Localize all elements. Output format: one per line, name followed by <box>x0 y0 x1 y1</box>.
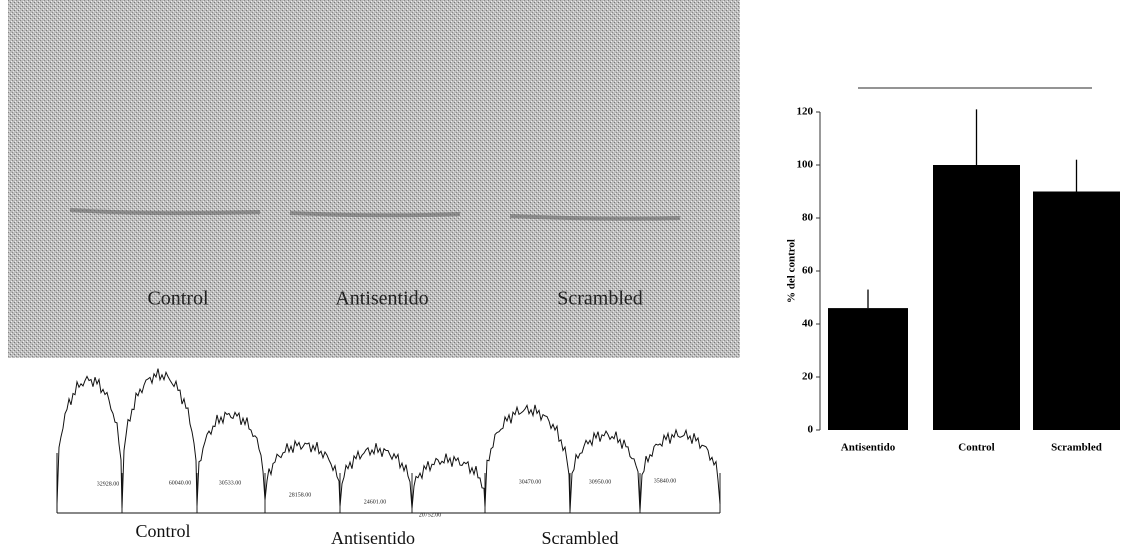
peak-value: 30470.00 <box>519 479 542 485</box>
trace-label: Antisentido <box>331 528 415 548</box>
trace-label: Scrambled <box>542 528 619 548</box>
peak-value: 35840.00 <box>654 478 677 484</box>
bar-chart: 0 20 40 60 80 100 120 % del control Antisentido C… <box>786 106 1120 454</box>
y-tick-label: 120 <box>797 106 814 118</box>
bar <box>933 165 1020 430</box>
peak-value: 24601.00 <box>364 499 387 505</box>
blot-label: Control <box>147 288 209 310</box>
y-tick-label: 20 <box>802 371 814 383</box>
x-tick-label: Antisentido <box>841 442 896 454</box>
y-axis-label: % del control <box>786 239 798 303</box>
trace-line <box>56 368 721 512</box>
y-tick-label: 0 <box>808 424 814 436</box>
y-tick-label: 40 <box>802 318 814 330</box>
bar <box>1033 191 1120 430</box>
peak-value: 60040.00 <box>169 480 192 486</box>
peak-value: 30533.00 <box>219 480 242 486</box>
bar <box>828 308 908 430</box>
blot-image <box>8 0 740 358</box>
peak-value: 32928.00 <box>97 481 120 487</box>
x-tick-label: Control <box>958 442 994 454</box>
peak-value: 28158.00 <box>289 492 312 498</box>
peak-value: 20752.00 <box>419 512 442 518</box>
y-tick-label: 60 <box>802 265 814 277</box>
y-tick-label: 100 <box>797 159 814 171</box>
y-tick-label: 80 <box>802 212 814 224</box>
blot-bands <box>69 208 681 221</box>
peak-value: 30950.00 <box>589 479 612 485</box>
x-tick-label: Scrambled <box>1051 442 1102 454</box>
trace-label: Control <box>135 521 190 541</box>
blot-label: Scrambled <box>557 288 643 310</box>
densitometry-traces: 32928.00 60040.00 30533.00 28158.00 24601.00… <box>56 368 721 518</box>
blot-label: Antisentido <box>335 288 428 310</box>
